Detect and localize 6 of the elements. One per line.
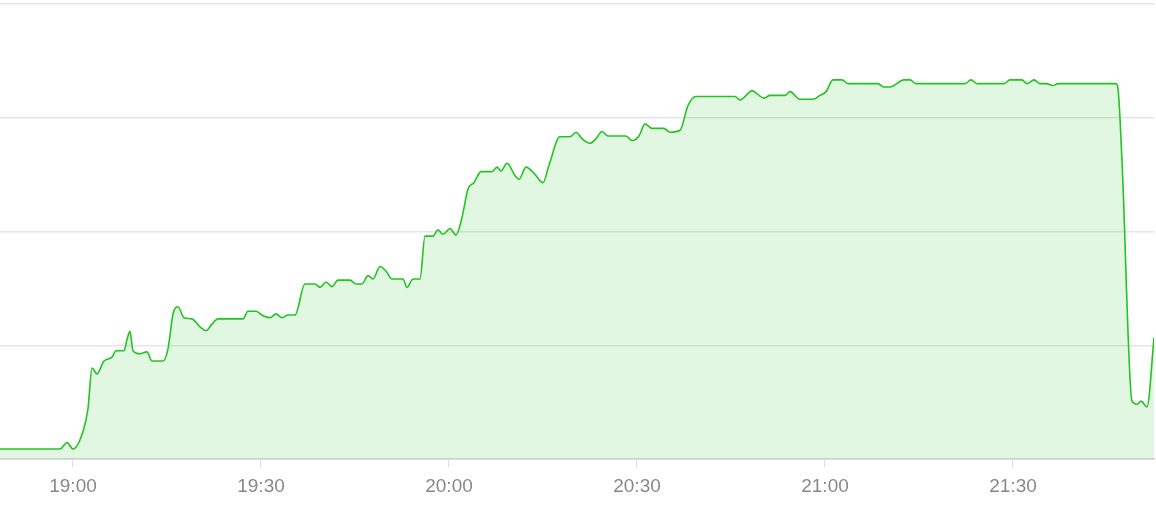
x-tick-label: 20:30 [613, 474, 661, 496]
x-tick-label: 20:00 [425, 474, 473, 496]
x-tick-label: 19:00 [49, 474, 97, 496]
x-tick-label: 21:00 [801, 474, 849, 496]
x-tick-label: 19:30 [237, 474, 285, 496]
x-tick-label: 21:30 [989, 474, 1037, 496]
